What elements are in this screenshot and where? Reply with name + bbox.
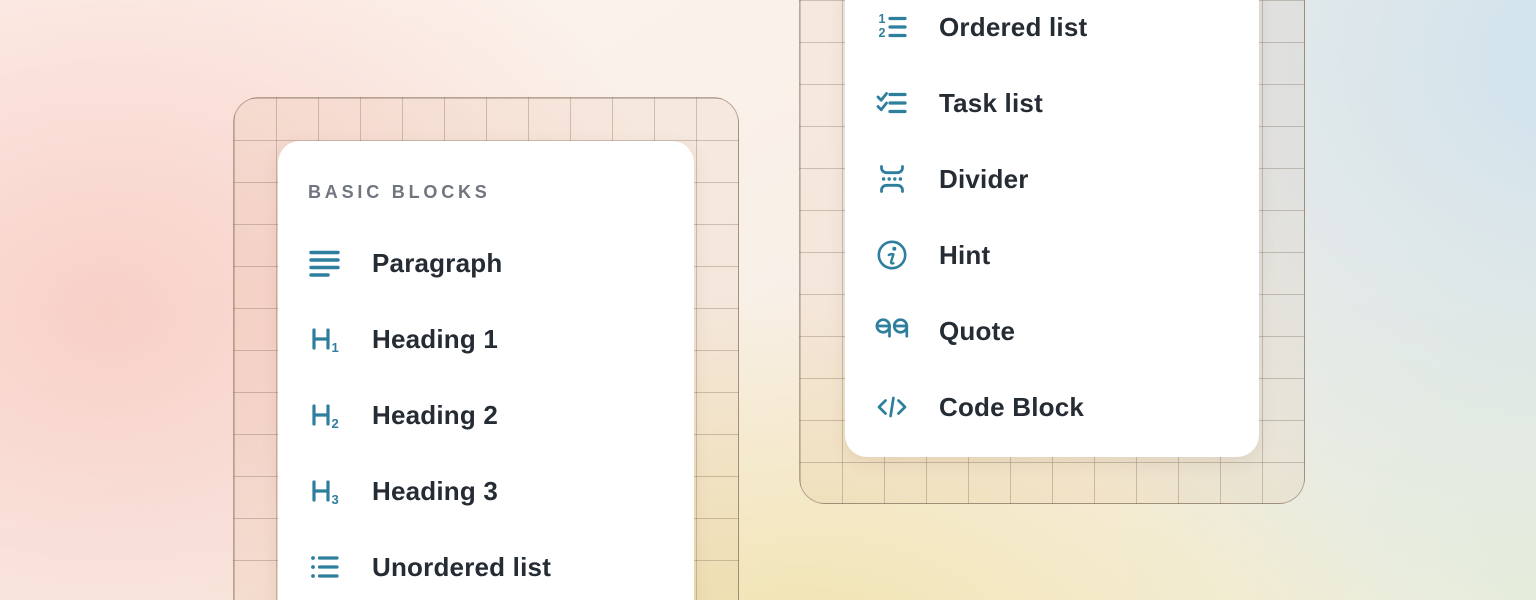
menu-item-paragraph[interactable]: Paragraph [278, 225, 694, 301]
menu-item-label: Paragraph [372, 247, 503, 278]
menu-item-code-block[interactable]: Code Block [845, 369, 1259, 445]
heading-3-icon: 3 [308, 474, 342, 508]
svg-text:3: 3 [332, 492, 339, 507]
menu-item-divider[interactable]: Divider [845, 141, 1259, 217]
menu-item-quote[interactable]: Quote [845, 293, 1259, 369]
hint-icon [875, 238, 909, 272]
menu-item-hint[interactable]: Hint [845, 217, 1259, 293]
ordered-list-icon: 1 2 [875, 10, 909, 44]
menu-item-label: Ordered list [939, 11, 1088, 42]
paragraph-icon [308, 246, 342, 280]
menu-item-heading-1[interactable]: 1 Heading 1 [278, 301, 694, 377]
menu-item-label: Heading 3 [372, 475, 499, 506]
menu-list-basic: Paragraph 1 Heading 1 2 [278, 225, 694, 600]
quote-icon [875, 314, 909, 348]
menu-item-ordered-list[interactable]: 1 2 Ordered list [845, 0, 1259, 65]
menu-section-title: BASIC BLOCKS [308, 182, 491, 202]
menu-item-label: Divider [939, 163, 1029, 194]
heading-2-icon: 2 [308, 398, 342, 432]
basic-blocks-menu: BASIC BLOCKS Paragraph 1 Heading 1 [278, 141, 694, 600]
menu-list-more: 1 2 Ordered list Task list [845, 0, 1259, 445]
menu-item-task-list[interactable]: Task list [845, 65, 1259, 141]
blocks-menu-continued: 1 2 Ordered list Task list [845, 0, 1259, 457]
menu-item-label: Heading 2 [372, 399, 499, 430]
heading-1-icon: 1 [308, 322, 342, 356]
menu-item-heading-3[interactable]: 3 Heading 3 [278, 453, 694, 529]
menu-item-heading-2[interactable]: 2 Heading 2 [278, 377, 694, 453]
code-block-icon [875, 390, 909, 424]
task-list-icon [875, 86, 909, 120]
menu-item-label: Hint [939, 239, 991, 270]
svg-text:1: 1 [879, 12, 886, 26]
menu-item-label: Task list [939, 87, 1043, 118]
unordered-list-icon [308, 550, 342, 584]
menu-item-unordered-list[interactable]: Unordered list [278, 529, 694, 600]
divider-icon [875, 162, 909, 196]
menu-item-label: Quote [939, 315, 1016, 346]
menu-item-label: Code Block [939, 391, 1085, 422]
menu-item-label: Unordered list [372, 551, 552, 582]
svg-text:2: 2 [879, 26, 886, 40]
svg-text:1: 1 [332, 340, 339, 355]
menu-item-label: Heading 1 [372, 323, 499, 354]
svg-text:2: 2 [332, 416, 339, 431]
